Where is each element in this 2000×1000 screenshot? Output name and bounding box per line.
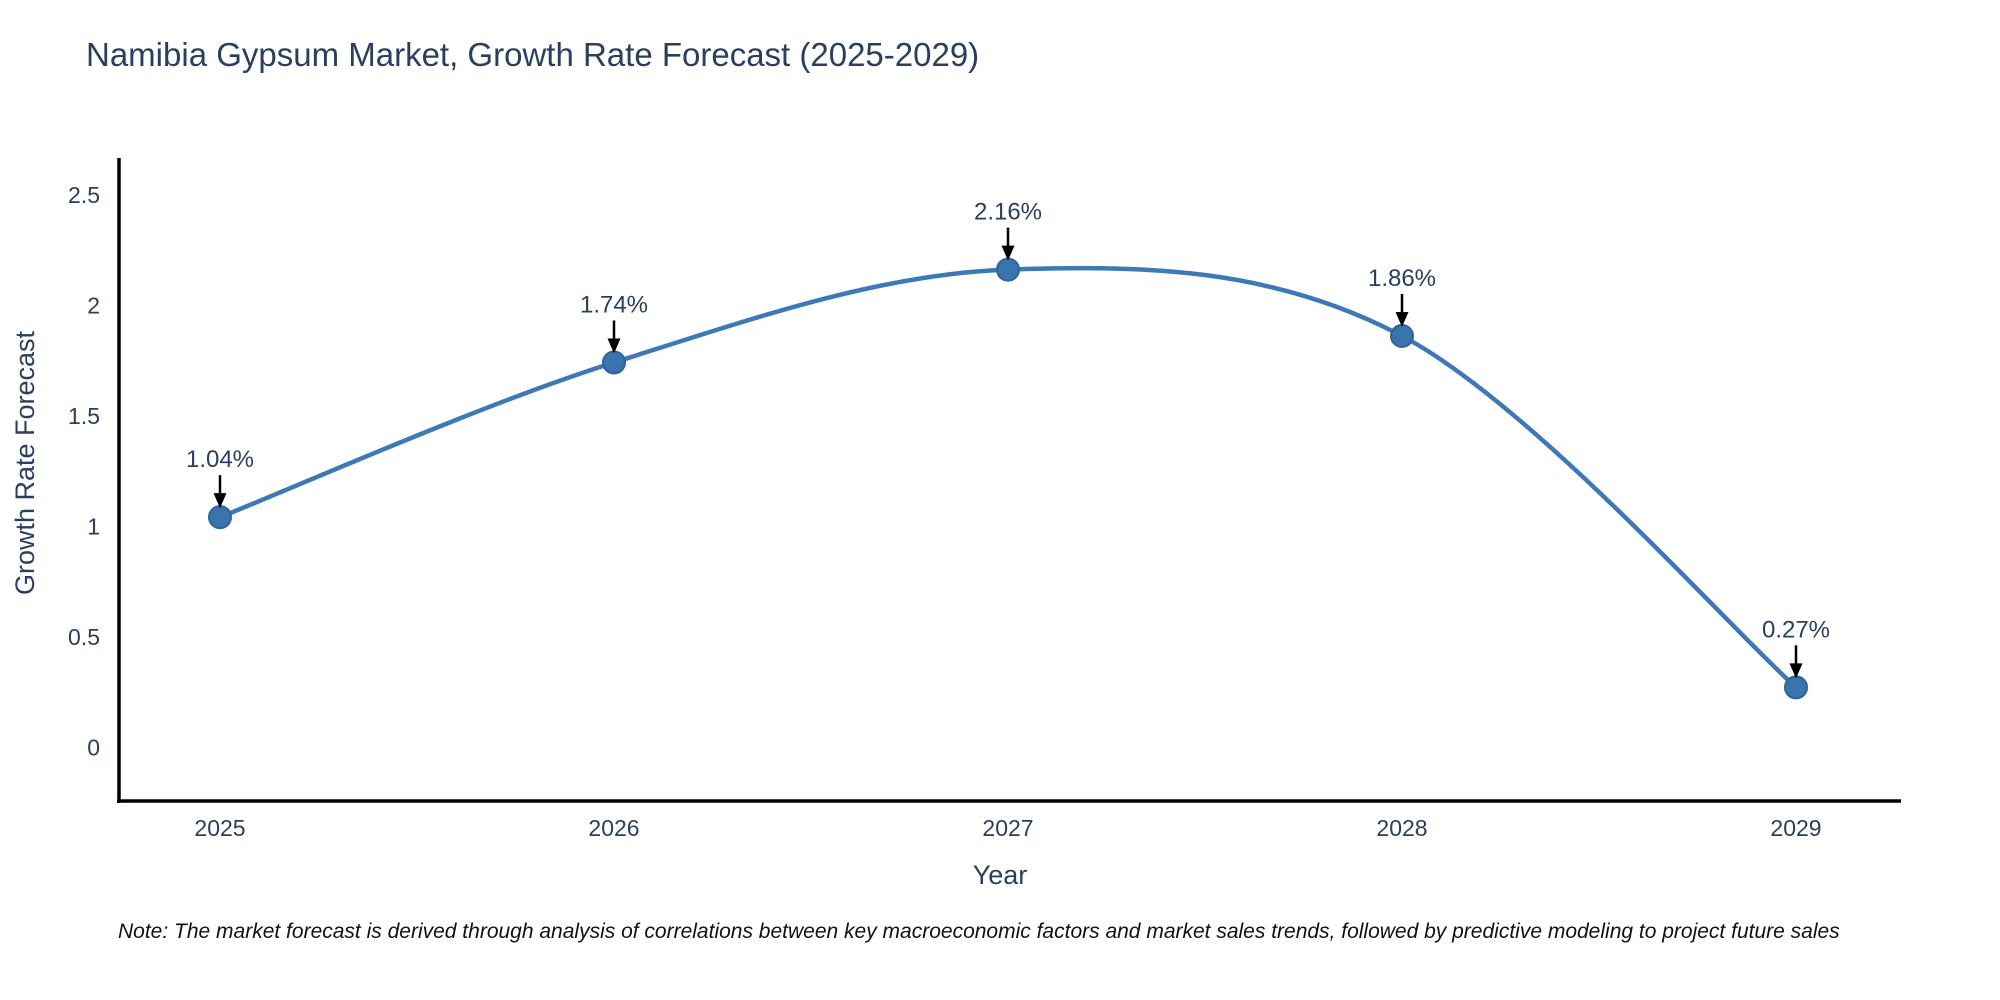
y-axis-title: Growth Rate Forecast (10, 330, 40, 595)
chart-title: Namibia Gypsum Market, Growth Rate Forec… (86, 36, 980, 73)
x-axis-tick-labels: 2025 2026 2027 2028 2029 (194, 815, 1821, 841)
annotation-arrowhead-icon (607, 338, 621, 354)
data-point-marker[interactable] (1784, 675, 1808, 700)
x-tick-label: 2025 (194, 815, 245, 841)
growth-rate-line (219, 265, 1798, 690)
point-annotations: 1.04% 1.74% 2.16% 1.86% 0.27% (186, 199, 1830, 679)
y-tick-label: 0.5 (68, 624, 100, 650)
annotation-label: 0.27% (1762, 616, 1830, 643)
y-tick-label: 2 (87, 293, 100, 319)
data-point-marker[interactable] (996, 257, 1020, 282)
x-tick-label: 2027 (982, 815, 1033, 841)
x-tick-label: 2028 (1376, 815, 1427, 841)
x-axis-title: Year (973, 860, 1028, 890)
footnote: Note: The market forecast is derived thr… (118, 920, 1840, 943)
data-point-marker[interactable] (602, 350, 626, 375)
data-point-markers (208, 257, 1808, 700)
data-point-marker[interactable] (1390, 323, 1414, 348)
data-point-marker[interactable] (208, 505, 232, 530)
annotation-arrowhead-icon (1395, 311, 1409, 327)
annotation-label: 2.16% (974, 199, 1042, 226)
y-tick-label: 2.5 (68, 182, 100, 208)
y-axis-tick-labels: 0 0.5 1 1.5 2 2.5 (68, 182, 100, 761)
x-tick-label: 2029 (1770, 815, 1821, 841)
y-tick-label: 0 (87, 735, 100, 761)
annotation-label: 1.74% (580, 291, 648, 318)
y-tick-label: 1 (87, 514, 100, 540)
line-series (219, 265, 1798, 690)
y-tick-label: 1.5 (68, 403, 100, 429)
x-tick-label: 2026 (588, 815, 639, 841)
annotation-arrowhead-icon (1789, 663, 1803, 679)
annotation-arrowhead-icon (213, 493, 227, 509)
annotation-arrowhead-icon (1001, 245, 1015, 261)
annotation-label: 1.04% (186, 446, 254, 473)
annotation-label: 1.86% (1368, 265, 1436, 292)
